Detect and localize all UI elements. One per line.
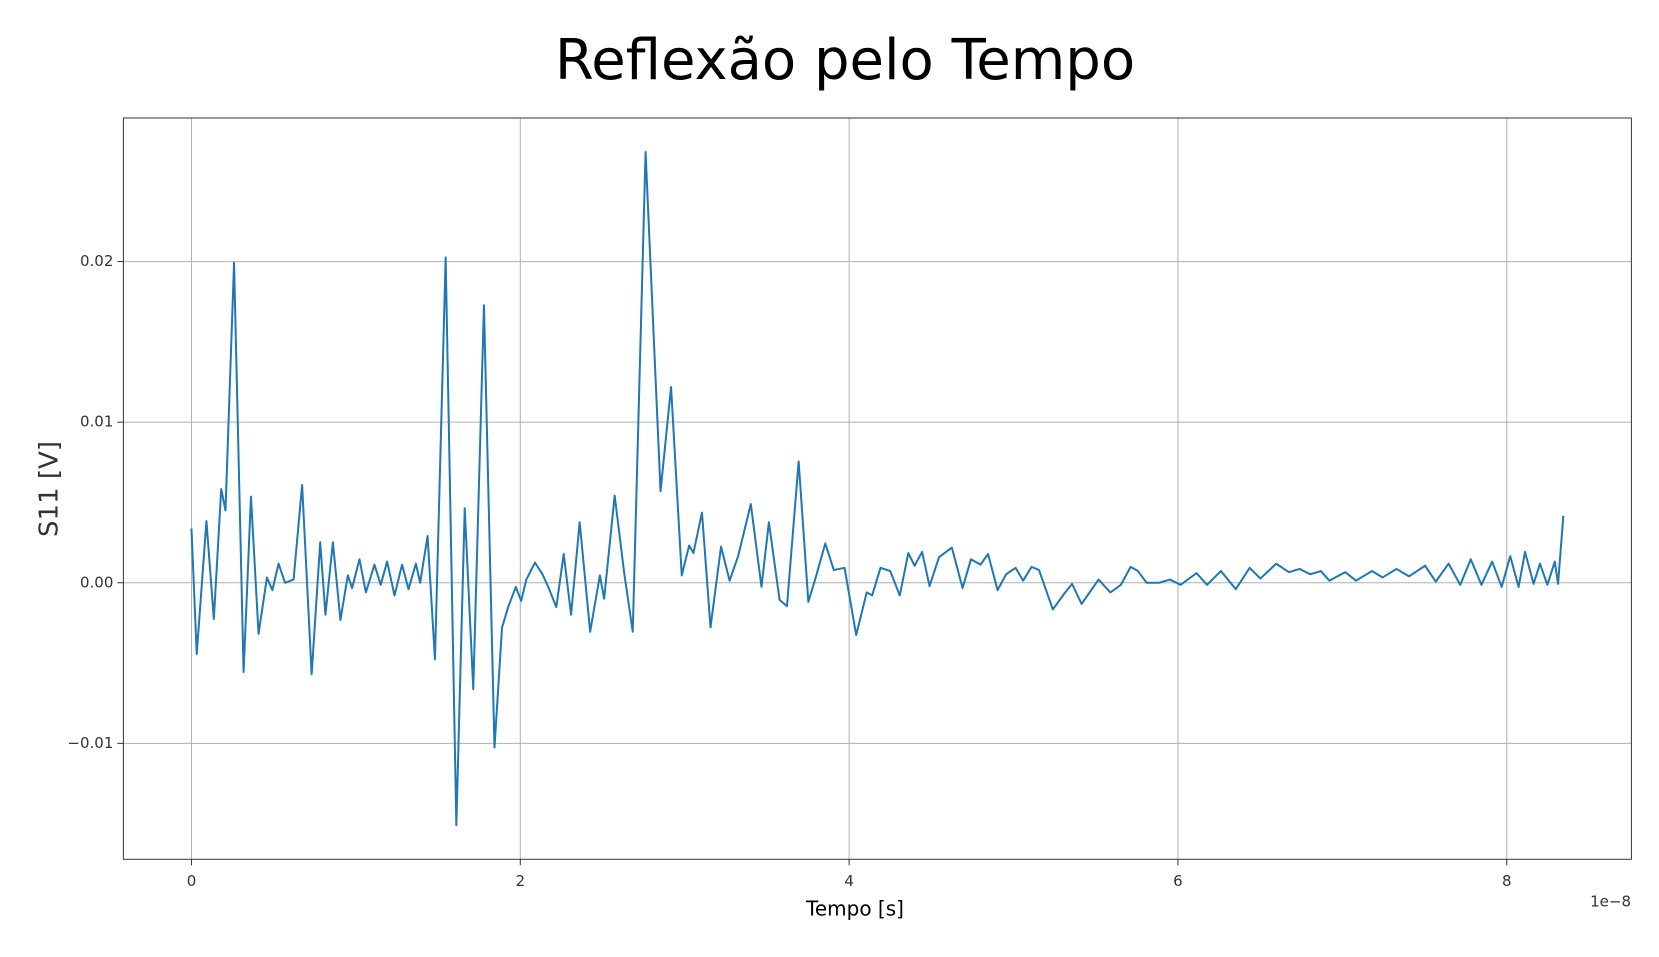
chart-title: Reflexão pelo Tempo bbox=[555, 28, 1135, 93]
plot-frame bbox=[122, 117, 1632, 860]
x-tick-label: 6 bbox=[1173, 872, 1183, 890]
x-tick-label: 8 bbox=[1502, 872, 1512, 890]
y-tick-label: 0.00 bbox=[80, 573, 113, 591]
y-tick-label: −0.01 bbox=[67, 734, 113, 752]
x-tick-label: 0 bbox=[187, 872, 197, 890]
x-offset-label: 1e−8 bbox=[1590, 893, 1631, 911]
x-axis-label: Tempo [s] bbox=[805, 897, 904, 921]
y-tick-label: 0.02 bbox=[80, 252, 113, 270]
y-axis-label: S11 [V] bbox=[35, 441, 65, 537]
y-tick-label: 0.01 bbox=[80, 413, 113, 431]
x-tick-label: 4 bbox=[844, 872, 854, 890]
data-line bbox=[190, 151, 1565, 827]
x-tick-label: 2 bbox=[516, 872, 526, 890]
